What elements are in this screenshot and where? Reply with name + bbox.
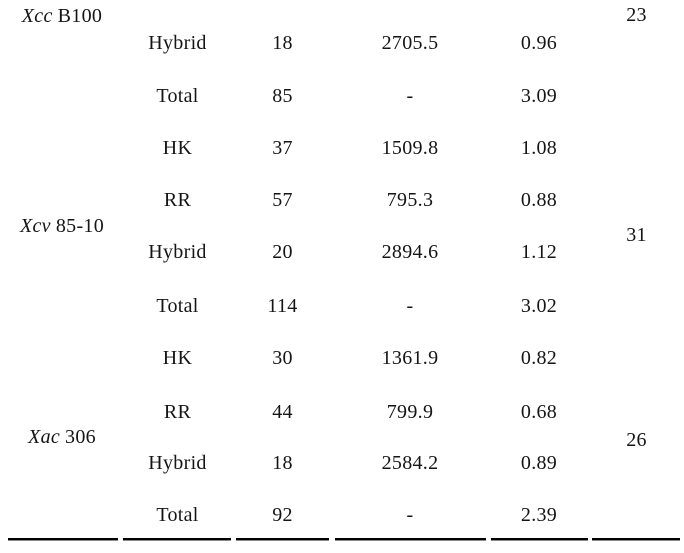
cell-avg-length: 799.9: [386, 401, 434, 423]
group-count-value: 31: [626, 224, 647, 246]
cell-category: Total: [156, 85, 199, 107]
cell-avg-length: 795.3: [386, 189, 434, 211]
strain-designation: B100: [57, 5, 103, 27]
group-count-value: 23: [626, 4, 647, 26]
strain-label: Xcv 85-10: [5, 216, 119, 236]
cell-avg-length: 2584.2: [381, 452, 439, 474]
cell-ratio: 3.02: [520, 295, 558, 317]
cell-category: Hybrid: [148, 241, 207, 263]
strain-designation: 306: [65, 426, 96, 448]
cell-ratio: 0.89: [520, 452, 558, 474]
cell-avg-length: -: [406, 504, 414, 526]
cell-count: 114: [267, 295, 298, 317]
cell-count: 44: [272, 401, 293, 423]
cell-category: RR: [163, 189, 192, 211]
cell-count: 30: [272, 347, 293, 369]
cell-count: 18: [272, 452, 293, 474]
strain-genus-italic: Xcv: [19, 215, 51, 237]
cell-category: RR: [163, 401, 192, 423]
cell-avg-length: 1361.9: [381, 347, 439, 369]
cell-ratio: 0.68: [520, 401, 558, 423]
cell-count: 37: [272, 137, 293, 159]
strain-label: Xac 306: [5, 427, 119, 447]
cell-count: 92: [272, 504, 293, 526]
strain-label: Xcc B100: [5, 6, 119, 26]
cell-avg-length: 1509.8: [381, 137, 439, 159]
cell-category: Total: [156, 504, 199, 526]
cell-category: Total: [156, 295, 199, 317]
cell-avg-length: -: [406, 295, 414, 317]
table-bottom-rule-segment: [8, 538, 118, 541]
table-bottom-rule-segment: [123, 538, 231, 541]
cell-ratio: 0.96: [520, 32, 558, 54]
strain-genus-italic: Xcc: [21, 5, 53, 27]
cell-avg-length: -: [406, 85, 414, 107]
cell-ratio: 0.82: [520, 347, 558, 369]
cell-category: Hybrid: [148, 452, 207, 474]
cell-count: 18: [272, 32, 293, 54]
cell-count: 57: [272, 189, 293, 211]
table-bottom-rule-segment: [592, 538, 680, 541]
group-count-value: 26: [626, 429, 647, 451]
cell-ratio: 1.12: [520, 241, 558, 263]
cell-ratio: 0.88: [520, 189, 558, 211]
cell-ratio: 3.09: [520, 85, 558, 107]
cell-avg-length: 2705.5: [381, 32, 439, 54]
cell-category: HK: [162, 137, 193, 159]
table-bottom-rule-segment: [236, 538, 329, 541]
table-bottom-rule-segment: [491, 538, 588, 541]
strain-genus-italic: Xac: [28, 426, 61, 448]
table-bottom-rule-segment: [335, 538, 486, 541]
cell-ratio: 2.39: [520, 504, 558, 526]
cell-category: Hybrid: [148, 32, 207, 54]
cell-ratio: 1.08: [520, 137, 558, 159]
cell-category: HK: [162, 347, 193, 369]
strain-designation: 85-10: [55, 215, 105, 237]
cell-count: 85: [272, 85, 293, 107]
cell-avg-length: 2894.6: [381, 241, 439, 263]
cell-count: 20: [272, 241, 293, 263]
